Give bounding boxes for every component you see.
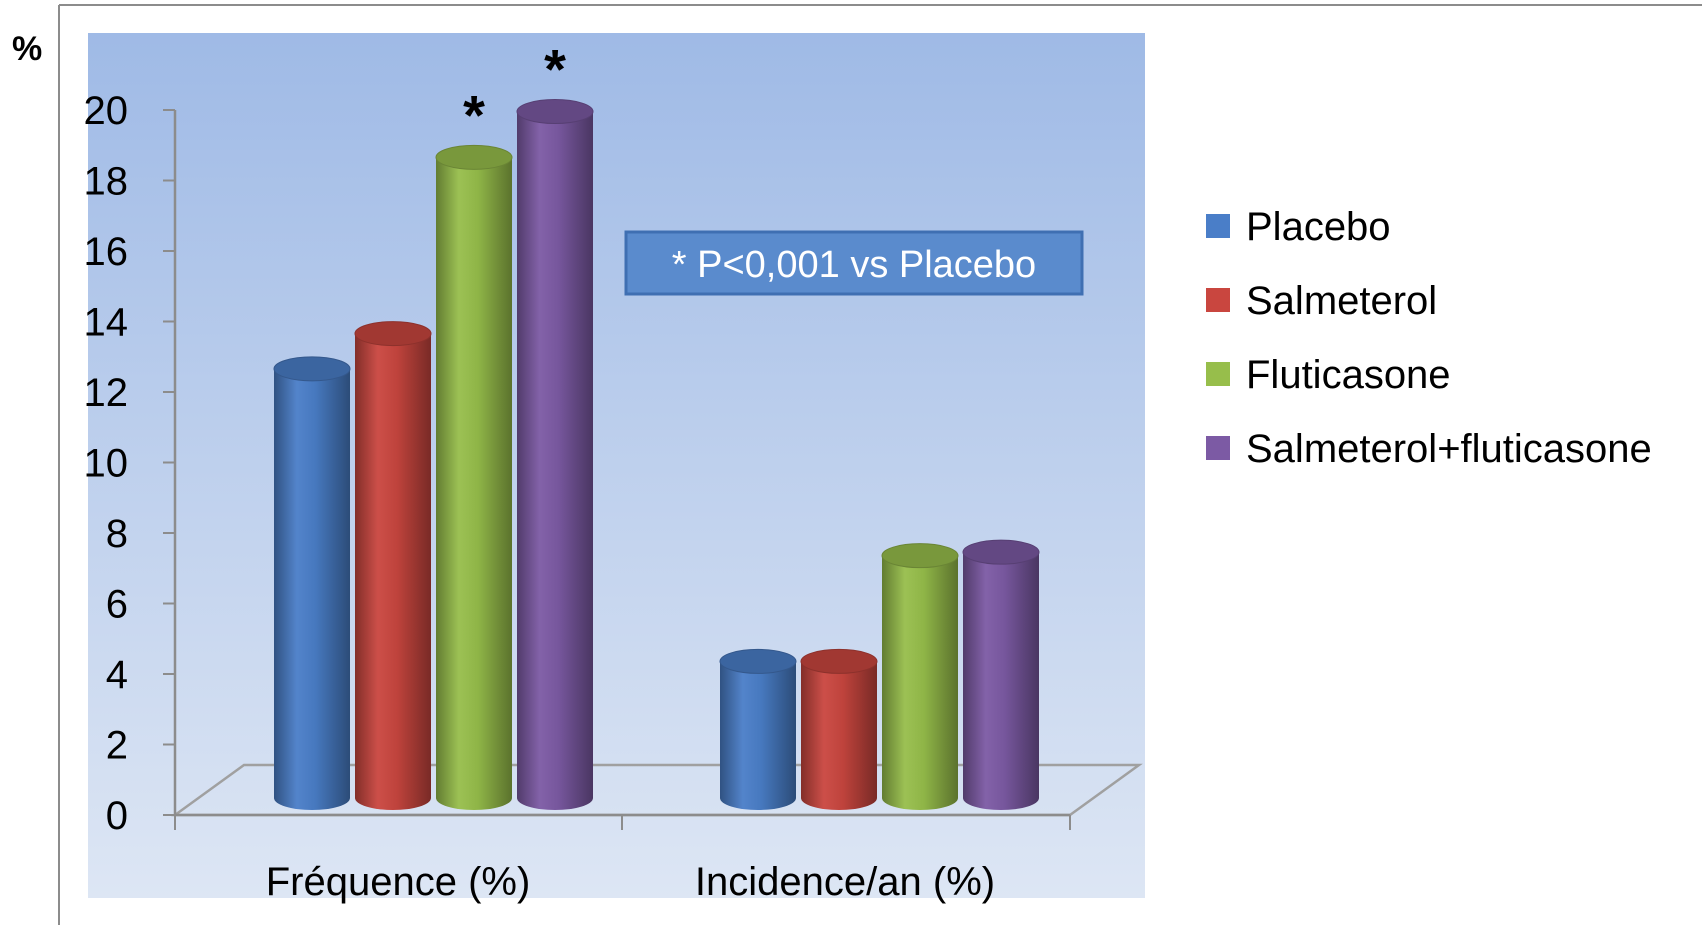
legend-label-fluticasone: Fluticasone — [1246, 353, 1451, 397]
y-tick-label: 20 — [84, 89, 129, 133]
significance-star: * — [463, 83, 485, 146]
bar-body — [963, 552, 1039, 810]
legend-label-salmeterol-fluticasone: Salmeterol+fluticasone — [1246, 427, 1652, 471]
bar-2-0 — [435, 144, 513, 811]
y-tick-label: 12 — [84, 371, 129, 415]
annotation-box — [624, 230, 1084, 296]
significance-star: * — [544, 38, 566, 101]
bar-top — [881, 543, 959, 569]
legend-swatch-salmeterol-fluticasone — [1206, 436, 1230, 460]
bar-1-0 — [354, 321, 432, 810]
bar-body — [517, 111, 593, 810]
legend-label-placebo: Placebo — [1246, 205, 1391, 249]
bar-0-0 — [273, 356, 351, 810]
bar-top — [435, 144, 513, 170]
y-ticks: 0 2 4 6 8 10 12 14 16 18 20 — [84, 89, 175, 838]
y-tick-label: 8 — [106, 512, 128, 556]
bar-top — [354, 321, 432, 347]
y-tick-label: 10 — [84, 442, 129, 486]
bar-0-1 — [719, 648, 797, 810]
bar-top — [273, 356, 351, 382]
bar-3-1 — [962, 539, 1040, 810]
bar-body — [436, 157, 512, 811]
legend-swatch-fluticasone — [1206, 362, 1230, 386]
legend-swatch-placebo — [1206, 214, 1230, 238]
bar-body — [355, 333, 431, 810]
bar-body — [720, 661, 796, 810]
y-tick-label: 14 — [84, 301, 129, 345]
bar-top — [516, 99, 594, 125]
bar-body — [882, 555, 958, 810]
bar-top — [962, 539, 1040, 565]
category-label-frequence: Fréquence (%) — [266, 860, 531, 904]
bar-1-1 — [800, 648, 878, 810]
bar-top — [719, 648, 797, 674]
bar-body — [274, 368, 350, 810]
legend-label-salmeterol: Salmeterol — [1246, 279, 1437, 323]
bar-top — [800, 648, 878, 674]
bar-body — [801, 661, 877, 810]
y-unit-label: % — [12, 30, 42, 68]
y-tick-label: 0 — [106, 794, 128, 838]
category-label-incidence: Incidence/an (%) — [695, 860, 995, 904]
legend-swatch-salmeterol — [1206, 288, 1230, 312]
y-tick-label: 6 — [106, 583, 128, 627]
significance-markers: ** — [463, 38, 566, 147]
y-tick-label: 16 — [84, 230, 129, 274]
bar-2-1 — [881, 543, 959, 810]
annotation-text: * P<0,001 vs Placebo — [672, 244, 1036, 286]
legend: Placebo Salmeterol Fluticasone Salmetero… — [1206, 205, 1652, 471]
y-tick-label: 2 — [106, 724, 128, 768]
y-tick-label: 4 — [106, 653, 128, 697]
bars — [273, 99, 1040, 811]
bar-3-0 — [516, 99, 594, 810]
y-tick-label: 18 — [84, 160, 129, 204]
